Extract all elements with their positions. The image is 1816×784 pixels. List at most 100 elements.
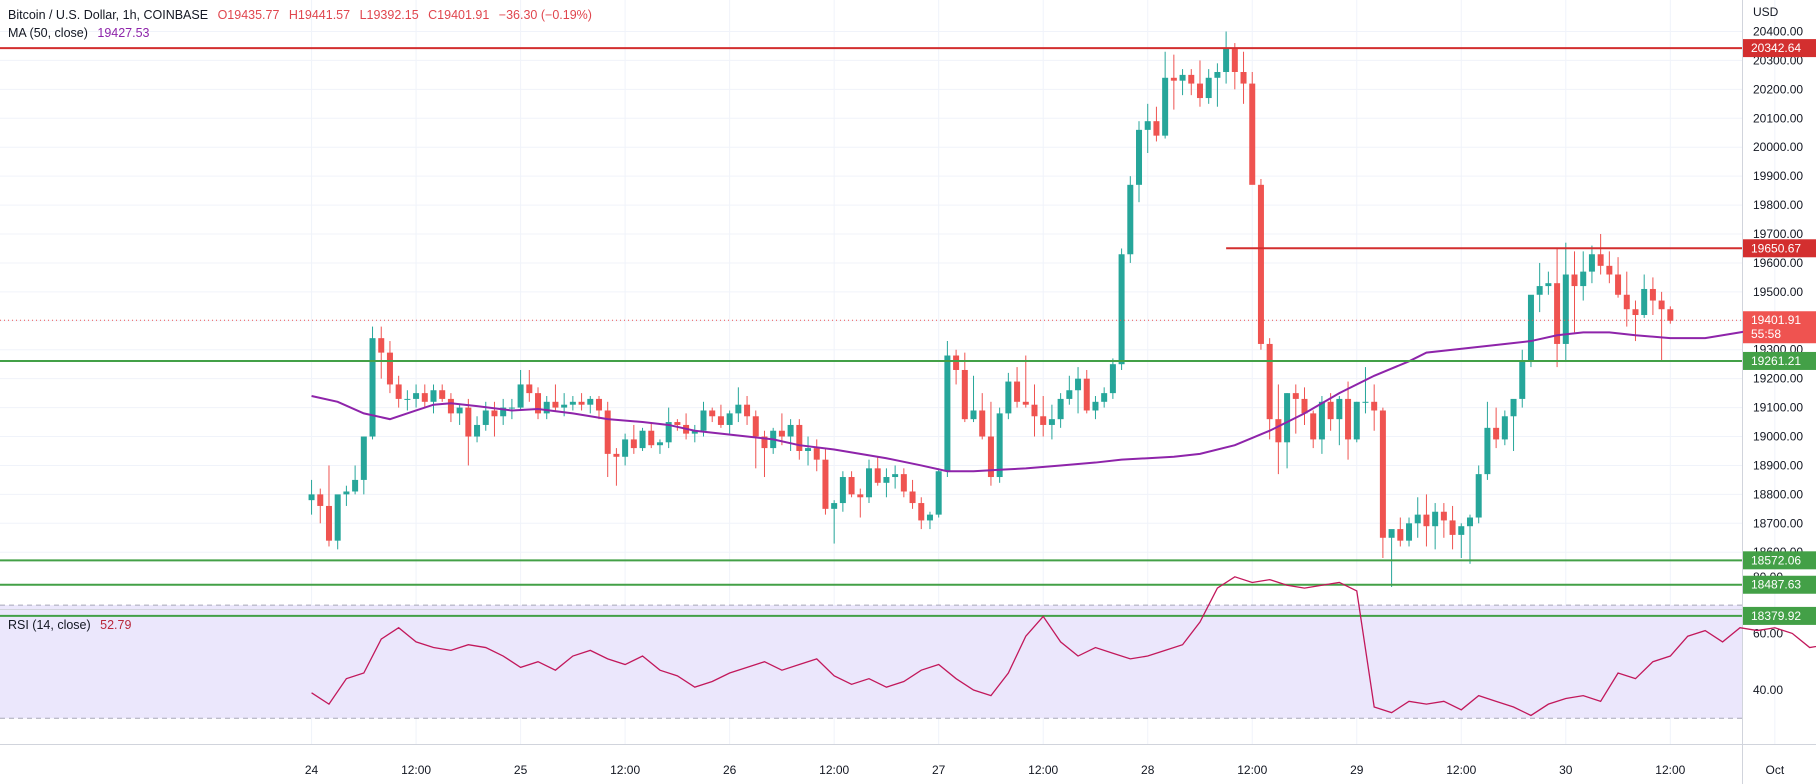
candle-down bbox=[1615, 274, 1622, 295]
y-tick-label: 20100.00 bbox=[1753, 111, 1803, 125]
candle-up bbox=[413, 393, 420, 399]
candle-down bbox=[918, 503, 925, 521]
candle-up bbox=[456, 407, 463, 414]
y-tick-label: 18900.00 bbox=[1753, 458, 1803, 472]
candle-up bbox=[404, 398, 411, 400]
candle-up bbox=[1144, 121, 1151, 130]
candle-down bbox=[744, 404, 751, 417]
candle-up bbox=[805, 448, 812, 451]
y-tick-label: 19500.00 bbox=[1753, 285, 1803, 299]
x-tick-label: 24 bbox=[305, 763, 319, 777]
candle-down bbox=[1170, 77, 1177, 81]
candle-down bbox=[1658, 300, 1665, 310]
candle-up bbox=[352, 479, 359, 492]
candle-down bbox=[1379, 410, 1386, 538]
ma-value: 19427.53 bbox=[97, 26, 150, 40]
candle-down bbox=[717, 416, 724, 425]
candle-up bbox=[1562, 274, 1569, 344]
candle-down bbox=[1196, 83, 1203, 99]
candle-up bbox=[561, 404, 568, 408]
x-tick-label: 25 bbox=[514, 763, 528, 777]
currency-label: USD bbox=[1753, 5, 1779, 19]
level-label: 18487.63 bbox=[1751, 578, 1801, 592]
candle-down bbox=[674, 422, 681, 425]
candle-down bbox=[1266, 343, 1273, 420]
candle-up bbox=[369, 338, 376, 437]
candle-up bbox=[1458, 526, 1465, 535]
candle-down bbox=[961, 369, 968, 420]
candle-down bbox=[900, 474, 907, 492]
x-tick-label: 12:00 bbox=[610, 763, 640, 777]
candle-down bbox=[813, 448, 820, 460]
candle-down bbox=[1031, 404, 1038, 417]
candle-up bbox=[1005, 381, 1012, 414]
candle-up bbox=[1101, 393, 1108, 402]
symbol-title: Bitcoin / U.S. Dollar, 1h, COINBASE bbox=[8, 8, 209, 22]
candle-down bbox=[465, 407, 472, 437]
candle-up bbox=[1527, 294, 1534, 362]
ohlc-low: L19392.15 bbox=[359, 8, 419, 22]
candle-down bbox=[1623, 294, 1630, 310]
x-tick-label: 30 bbox=[1559, 763, 1573, 777]
candle-down bbox=[1632, 309, 1639, 316]
ohlc-close: C19401.91 bbox=[428, 8, 490, 22]
candle-down bbox=[874, 468, 881, 483]
candle-up bbox=[1048, 419, 1055, 425]
ohlc-high: H19441.57 bbox=[288, 8, 351, 22]
candle-down bbox=[1345, 398, 1352, 440]
candle-up bbox=[866, 468, 872, 498]
candle-up bbox=[926, 514, 933, 521]
y-tick-label: 20200.00 bbox=[1753, 82, 1803, 96]
rsi-legend[interactable]: RSI (14, close) 52.79 bbox=[8, 618, 137, 632]
candle-down bbox=[1257, 184, 1264, 344]
level-tag bbox=[1743, 551, 1816, 570]
candle-down bbox=[439, 390, 446, 399]
candle-down bbox=[595, 398, 602, 411]
candle-up bbox=[430, 390, 437, 402]
candle-up bbox=[883, 477, 890, 483]
rsi-line bbox=[311, 576, 1816, 717]
x-tick-label: 12:00 bbox=[401, 763, 431, 777]
x-tick-label: 12:00 bbox=[1655, 763, 1685, 777]
candle-up bbox=[308, 494, 315, 501]
x-tick-label: 28 bbox=[1141, 763, 1155, 777]
candle-up bbox=[343, 491, 350, 495]
candle-down bbox=[1493, 427, 1500, 440]
candle-down bbox=[1423, 514, 1430, 527]
rsi-label: RSI (14, close) bbox=[8, 618, 91, 632]
level-label: 19261.21 bbox=[1751, 354, 1801, 368]
candle-up bbox=[1510, 398, 1517, 417]
candle-down bbox=[1310, 413, 1317, 440]
candle-down bbox=[1554, 283, 1561, 344]
level-label: 18572.06 bbox=[1751, 553, 1801, 567]
candle-down bbox=[1327, 401, 1334, 420]
candle-up bbox=[1223, 48, 1230, 73]
candle-up bbox=[587, 398, 594, 405]
x-tick-label: 12:00 bbox=[1446, 763, 1476, 777]
candle-down bbox=[526, 384, 533, 394]
candle-down bbox=[1440, 511, 1447, 521]
y-tick-label: 18800.00 bbox=[1753, 487, 1803, 501]
ma-legend[interactable]: MA (50, close) 19427.53 bbox=[8, 26, 156, 40]
candle-down bbox=[1083, 378, 1090, 411]
level-label: 18379.92 bbox=[1751, 609, 1801, 623]
candle-down bbox=[421, 393, 428, 402]
candle-down bbox=[1301, 398, 1308, 414]
candle-up bbox=[508, 407, 515, 409]
ohlc-open: O19435.77 bbox=[217, 8, 280, 22]
candle-down bbox=[535, 393, 542, 414]
x-tick-label: 29 bbox=[1350, 763, 1364, 777]
candle-up bbox=[831, 503, 838, 509]
candle-up bbox=[1501, 416, 1508, 440]
y-tick-label: 18700.00 bbox=[1753, 516, 1803, 530]
candle-down bbox=[1397, 529, 1404, 541]
countdown-label: 55:58 bbox=[1751, 327, 1781, 341]
candle-up bbox=[665, 422, 672, 443]
candle-up bbox=[482, 410, 489, 425]
candle-up bbox=[735, 404, 742, 414]
candle-up bbox=[1466, 517, 1473, 527]
candle-up bbox=[1162, 77, 1169, 136]
y-tick-label: 19900.00 bbox=[1753, 169, 1803, 183]
candle-up bbox=[334, 494, 341, 541]
